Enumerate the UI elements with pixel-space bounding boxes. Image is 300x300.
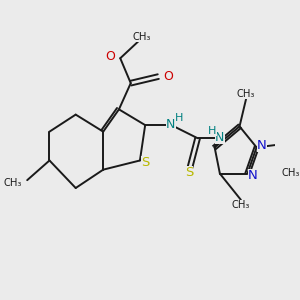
Text: N: N — [166, 118, 176, 131]
Text: CH₃: CH₃ — [232, 200, 250, 209]
Text: CH₃: CH₃ — [3, 178, 21, 188]
Text: O: O — [163, 70, 173, 83]
Text: O: O — [106, 50, 116, 63]
Text: N: N — [215, 131, 225, 144]
Text: S: S — [142, 156, 150, 169]
Text: CH₃: CH₃ — [281, 168, 300, 178]
Text: H: H — [175, 113, 183, 123]
Text: CH₃: CH₃ — [237, 89, 255, 99]
Text: CH₃: CH₃ — [132, 32, 150, 42]
Text: S: S — [185, 166, 194, 179]
Text: N: N — [257, 139, 267, 152]
Text: N: N — [248, 169, 257, 182]
Text: H: H — [208, 126, 217, 136]
